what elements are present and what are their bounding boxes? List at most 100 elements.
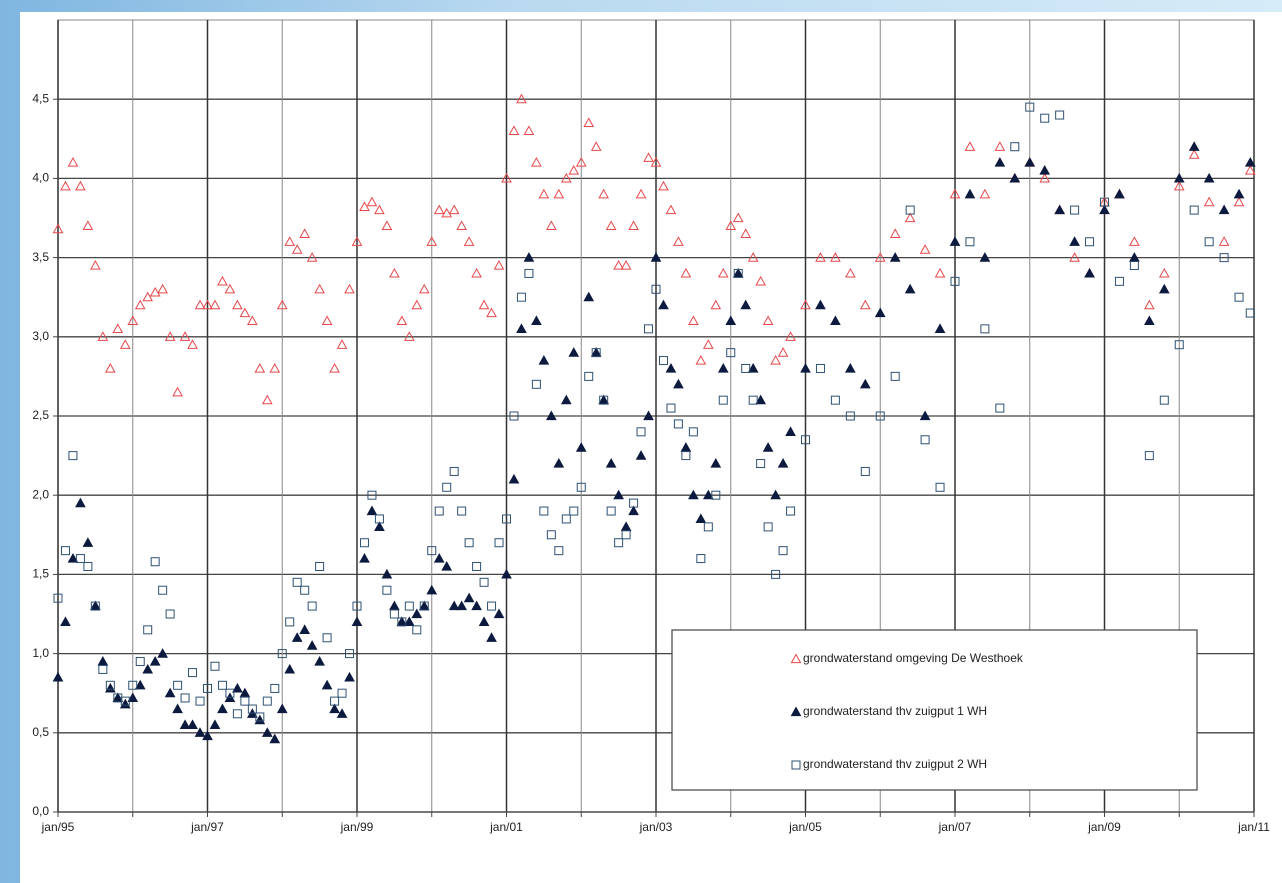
point: [501, 172, 512, 183]
point: [1244, 164, 1256, 175]
y-tick-label: 1,5: [32, 567, 49, 581]
point: [606, 506, 616, 516]
point: [1144, 451, 1154, 461]
legend-label: grondwaterstand thv zuigput 1 WH: [803, 704, 987, 718]
legend: grondwaterstand omgeving De Westhoek gron…: [671, 629, 1198, 791]
point: [509, 411, 519, 421]
point: [531, 379, 541, 389]
point: [449, 466, 459, 476]
point: [964, 141, 976, 151]
point: [800, 362, 811, 373]
point: [157, 283, 168, 294]
point: [979, 252, 991, 262]
point: [202, 730, 213, 741]
point: [800, 299, 811, 310]
point: [397, 617, 407, 627]
point: [605, 457, 617, 468]
point: [1173, 180, 1185, 191]
point: [374, 521, 385, 531]
point: [748, 395, 758, 405]
point: [516, 323, 527, 333]
point: [172, 386, 183, 397]
point: [1024, 157, 1036, 167]
point: [291, 244, 303, 254]
point: [441, 207, 453, 218]
point: [613, 489, 624, 500]
point: [590, 141, 602, 151]
point: [352, 601, 362, 611]
point: [874, 252, 886, 262]
point: [770, 355, 781, 365]
point: [209, 299, 221, 310]
point: [815, 252, 826, 262]
point: [314, 283, 325, 294]
point: [523, 125, 535, 135]
point: [456, 220, 467, 231]
point: [755, 275, 766, 286]
point: [195, 696, 205, 706]
point: [710, 299, 722, 310]
point: [472, 561, 482, 571]
point: [628, 505, 639, 516]
point: [702, 489, 714, 500]
point: [575, 157, 587, 167]
point: [68, 451, 78, 461]
point: [98, 664, 108, 674]
point: [225, 688, 235, 698]
point: [412, 625, 422, 635]
point: [1144, 315, 1155, 326]
point: [262, 696, 272, 706]
point: [830, 395, 840, 405]
point: [209, 719, 221, 729]
point: [105, 680, 115, 690]
point: [82, 537, 94, 547]
point: [411, 299, 423, 310]
point: [644, 324, 654, 334]
x-tick-label: jan/95: [41, 820, 75, 834]
point: [830, 252, 841, 262]
point: [239, 307, 251, 318]
point: [560, 394, 572, 405]
point: [299, 228, 311, 238]
point: [442, 482, 452, 492]
point: [583, 291, 595, 302]
point: [142, 291, 154, 302]
point: [487, 601, 497, 611]
y-tick-label: 4,0: [32, 171, 49, 185]
point: [1010, 142, 1020, 152]
point: [771, 569, 781, 579]
point: [658, 180, 669, 191]
point: [553, 188, 565, 199]
point: [568, 347, 580, 357]
point: [1114, 188, 1125, 199]
point: [60, 616, 71, 627]
point: [1218, 204, 1230, 215]
point: [995, 403, 1005, 413]
point: [621, 530, 631, 540]
point: [52, 223, 64, 234]
point: [741, 363, 751, 373]
point: [441, 560, 453, 571]
point: [569, 506, 579, 516]
point: [934, 323, 946, 333]
point: [1158, 267, 1170, 278]
point: [173, 680, 183, 690]
point: [1039, 164, 1051, 175]
x-tick-label: jan/03: [639, 820, 673, 834]
point: [538, 188, 550, 199]
point: [321, 679, 333, 690]
point: [561, 514, 571, 524]
x-tick-label: jan/09: [1087, 820, 1121, 834]
point: [651, 284, 661, 294]
point: [1188, 149, 1200, 159]
point: [67, 157, 79, 167]
point: [299, 624, 311, 634]
point: [650, 252, 662, 262]
point: [949, 188, 961, 199]
point: [277, 649, 287, 659]
point: [104, 682, 116, 693]
point: [994, 141, 1006, 151]
point: [1144, 299, 1155, 310]
point: [164, 687, 176, 698]
point: [389, 609, 399, 619]
